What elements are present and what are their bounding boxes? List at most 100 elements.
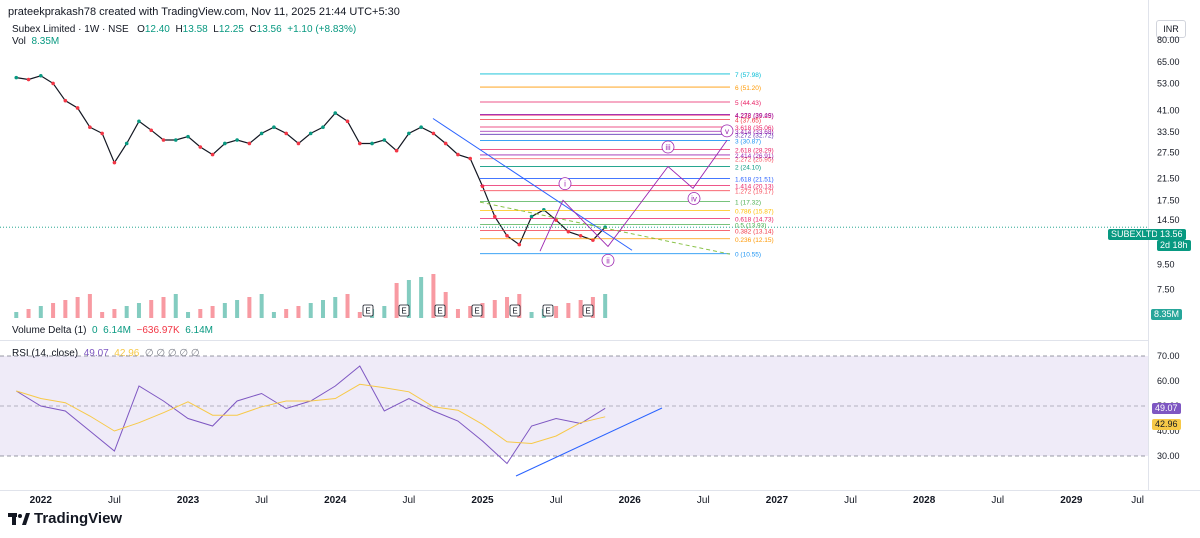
price-point bbox=[308, 131, 313, 136]
price-point bbox=[492, 214, 497, 219]
price-tick-label: 21.50 bbox=[1157, 174, 1180, 184]
earnings-marker[interactable] bbox=[471, 304, 483, 317]
time-tick-label: Jul bbox=[697, 495, 710, 506]
volume-delta-v4: 6.14M bbox=[185, 325, 213, 336]
price-axis[interactable]: 80.00 65.00 53.00 41.00 33.50 27.50 21.50 17.50… bbox=[1157, 35, 1180, 295]
volume-bar bbox=[247, 297, 252, 318]
rsi-uptrend-line[interactable] bbox=[515, 407, 663, 477]
earnings-marker-label: E bbox=[474, 307, 479, 316]
tradingview-logo[interactable]: TradingView bbox=[8, 510, 122, 527]
volume-bar bbox=[333, 297, 338, 318]
price-point bbox=[124, 141, 129, 146]
time-tick-label: 2026 bbox=[619, 495, 642, 506]
dashed-trendline[interactable] bbox=[479, 201, 731, 255]
volume-delta-legend[interactable]: Volume Delta (1) 0 6.14M −636.97K 6.14M bbox=[12, 325, 213, 336]
fib-level-label: 0 (10.55) bbox=[735, 252, 761, 259]
earnings-marker[interactable] bbox=[362, 304, 374, 317]
price-point bbox=[407, 131, 411, 136]
rsi-value: 49.07 bbox=[83, 348, 109, 359]
volume-bar bbox=[51, 303, 56, 318]
tradingview-logo-text: TradingView bbox=[34, 510, 123, 527]
volume-bar bbox=[320, 300, 325, 318]
wave-label: ii bbox=[606, 256, 610, 265]
wave-label-circle[interactable] bbox=[687, 192, 701, 205]
rsi-ma-tag: 42.96 bbox=[1152, 419, 1181, 430]
rsi-ma-value: 42.96 bbox=[114, 348, 140, 359]
volume-bar bbox=[529, 312, 534, 318]
symbol-legend[interactable]: Subex Limited · 1W · NSE O12.40 H13.58 L… bbox=[12, 24, 356, 35]
wave-label-circle[interactable] bbox=[661, 140, 675, 154]
volume-bar bbox=[566, 303, 571, 318]
price-tick-label: 17.50 bbox=[1157, 195, 1180, 205]
price-tick-label: 7.50 bbox=[1157, 285, 1175, 295]
high-label: H bbox=[175, 24, 183, 35]
time-tick-label: Jul bbox=[108, 495, 121, 506]
volume-bar bbox=[235, 300, 240, 318]
price-series bbox=[0, 73, 1148, 247]
earnings-marker[interactable] bbox=[434, 304, 446, 317]
fib-level-label: 1.618 (21.51) bbox=[735, 177, 774, 184]
earnings-marker[interactable] bbox=[509, 304, 521, 317]
price-point bbox=[357, 141, 362, 146]
price-point bbox=[517, 242, 522, 247]
low-label: L bbox=[213, 24, 219, 35]
earnings-marker-label: E bbox=[437, 307, 442, 316]
price-tick-label: 65.00 bbox=[1157, 57, 1180, 67]
price-point bbox=[112, 160, 117, 165]
time-axis[interactable]: 2022 Jul 2023 Jul 2024 Jul 2025 Jul 2026 Jul 2027 J… bbox=[30, 495, 1144, 506]
wave-label-circle[interactable] bbox=[601, 253, 615, 267]
earnings-marker[interactable] bbox=[582, 304, 594, 317]
price-point bbox=[272, 125, 276, 129]
price-point bbox=[382, 138, 387, 142]
fibonacci-extension[interactable]: 0 (10.55) 0.236 (12.15)0.382 (13.14)0.5 (… bbox=[480, 72, 774, 259]
fib-level-label: 2.272 (25.95) bbox=[735, 157, 774, 164]
price-point bbox=[394, 148, 399, 153]
fib-level-label: 3.414 (33.68) bbox=[735, 129, 774, 136]
wave-label-circle[interactable] bbox=[558, 177, 572, 191]
elliott-wave-path[interactable] bbox=[539, 140, 728, 252]
time-tick-label: 2029 bbox=[1060, 495, 1083, 506]
volume-legend[interactable]: Vol 8.35M bbox=[12, 36, 59, 47]
rsi-label: RSI (14, close) bbox=[12, 348, 79, 359]
fib-level-label: 5 (44.43) bbox=[735, 100, 761, 107]
pane-divider-1 bbox=[0, 340, 1148, 341]
countdown-tag: 2d 18h bbox=[1157, 240, 1191, 251]
time-tick-label: Jul bbox=[844, 495, 857, 506]
downtrend-line[interactable] bbox=[432, 118, 633, 251]
earnings-marker[interactable] bbox=[398, 304, 410, 317]
price-tick-label: 33.50 bbox=[1157, 127, 1180, 137]
price-point bbox=[75, 106, 80, 110]
volume-bar bbox=[308, 303, 313, 318]
volume-bar bbox=[271, 312, 276, 318]
price-axis-divider bbox=[1148, 0, 1149, 490]
open-value: 12.40 bbox=[144, 24, 170, 35]
price-tick-label: 41.00 bbox=[1157, 106, 1180, 116]
volume-bar bbox=[161, 297, 166, 318]
volume-label: Vol bbox=[12, 36, 26, 47]
wave-label: i bbox=[564, 180, 566, 189]
currency-selector[interactable]: INR bbox=[1156, 20, 1186, 38]
fib-level-label: 3 (30.87) bbox=[735, 138, 761, 145]
rsi-tick-label: 70.00 bbox=[1157, 351, 1180, 361]
time-axis-divider bbox=[0, 490, 1200, 491]
volume-bar bbox=[382, 306, 387, 318]
price-tick-label: 14.50 bbox=[1157, 215, 1180, 225]
fib-level-label: 3.272 (32.72) bbox=[735, 132, 774, 139]
earnings-marker-label: E bbox=[365, 307, 370, 316]
fib-level-label: 4.236 (39.25) bbox=[735, 113, 774, 120]
rsi-legend[interactable]: RSI (14, close) 49.07 42.96 ∅ ∅ ∅ ∅ ∅ bbox=[12, 348, 200, 359]
volume-delta-v2: 6.14M bbox=[103, 325, 131, 336]
earnings-marker[interactable] bbox=[542, 304, 554, 317]
wave-label-circle[interactable] bbox=[720, 124, 734, 138]
price-point bbox=[137, 119, 141, 124]
price-tick-label: 53.00 bbox=[1157, 78, 1180, 88]
volume-bar bbox=[75, 297, 80, 318]
time-tick-label: Jul bbox=[550, 495, 563, 506]
volume-delta-label: Volume Delta (1) bbox=[12, 325, 87, 336]
volume-delta-v3: −636.97K bbox=[136, 325, 180, 336]
volume-bar bbox=[480, 303, 485, 318]
rsi-tick-label: 30.00 bbox=[1157, 451, 1180, 461]
